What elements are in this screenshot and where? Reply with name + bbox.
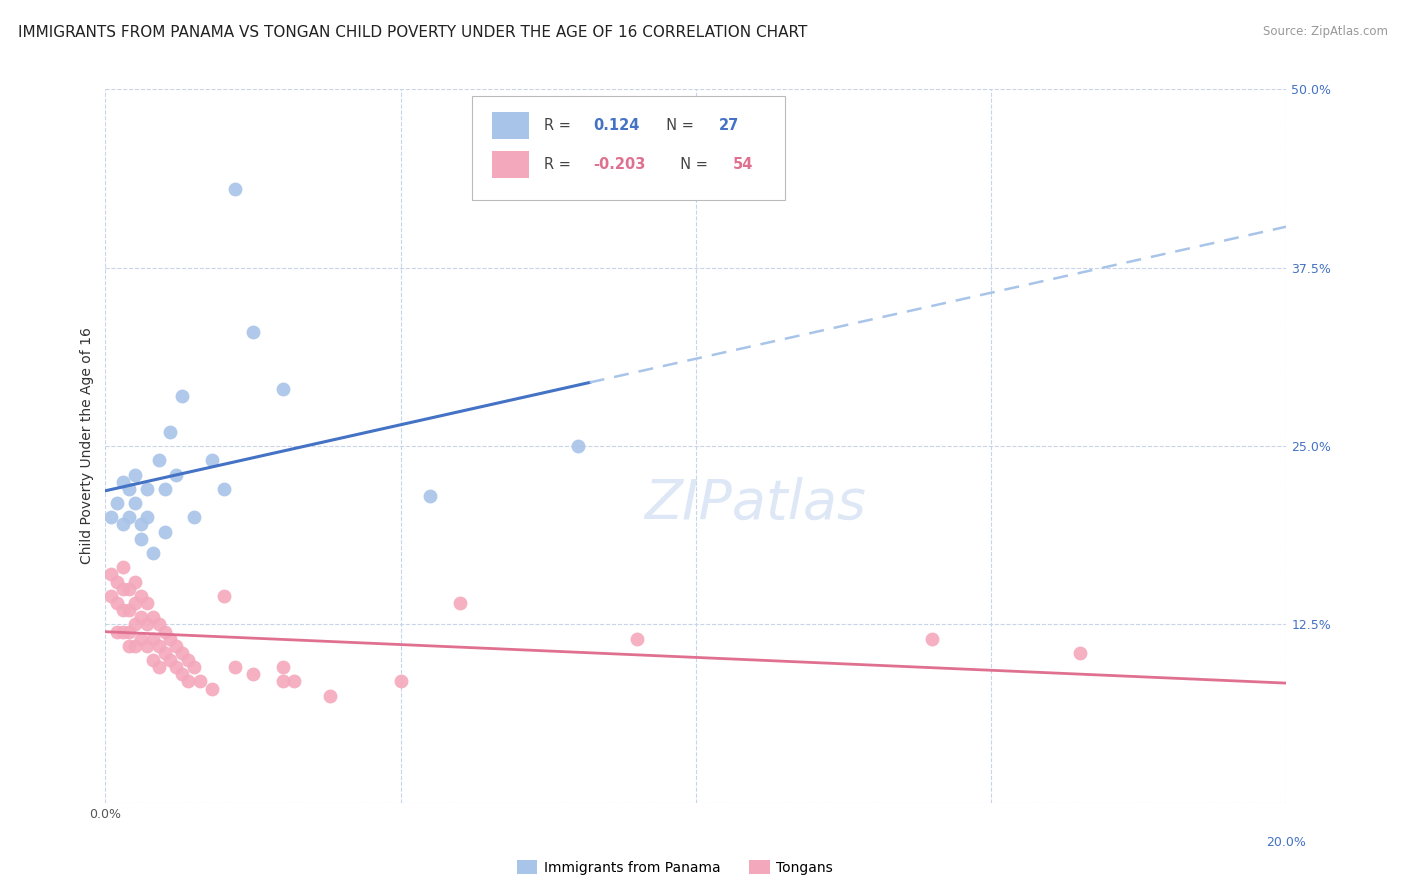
Point (419, 489, 441, 503)
Point (135, 482, 157, 496)
Point (626, 632, 648, 646)
Point (124, 617, 146, 632)
Point (159, 425, 181, 439)
Point (212, 482, 235, 496)
Point (271, 382, 294, 396)
Text: -0.203: -0.203 (593, 157, 645, 171)
Text: 54: 54 (733, 157, 754, 171)
Point (142, 610, 165, 624)
Point (153, 524, 176, 539)
Point (135, 596, 157, 610)
Point (135, 617, 157, 632)
Point (183, 510, 205, 524)
Point (118, 624, 141, 639)
Point (212, 589, 235, 603)
Point (124, 596, 146, 610)
Point (148, 617, 170, 632)
Point (567, 439, 589, 453)
Point (283, 674, 305, 689)
Point (449, 596, 471, 610)
Point (129, 632, 152, 646)
Point (159, 632, 181, 646)
Point (105, 574, 128, 589)
Point (159, 653, 181, 667)
Point (112, 603, 135, 617)
Point (201, 453, 224, 467)
Text: R =: R = (544, 118, 575, 133)
Point (148, 660, 170, 674)
Point (242, 667, 264, 681)
Point (165, 660, 187, 674)
Point (188, 674, 211, 689)
FancyBboxPatch shape (471, 96, 785, 200)
Point (142, 632, 165, 646)
Text: N =: N = (657, 118, 699, 133)
Point (148, 639, 170, 653)
Point (112, 475, 135, 489)
Point (271, 674, 294, 689)
Point (112, 624, 135, 639)
Point (135, 639, 157, 653)
FancyBboxPatch shape (492, 112, 530, 139)
Point (271, 660, 294, 674)
Text: Source: ZipAtlas.com: Source: ZipAtlas.com (1263, 25, 1388, 38)
Point (105, 624, 128, 639)
Text: 27: 27 (718, 118, 738, 133)
Point (124, 639, 146, 653)
Point (224, 660, 246, 674)
Point (148, 453, 170, 467)
Point (105, 596, 128, 610)
Point (124, 574, 146, 589)
Text: R =: R = (544, 157, 575, 171)
Point (129, 589, 152, 603)
Text: ZIPatlas: ZIPatlas (644, 476, 866, 530)
FancyBboxPatch shape (492, 152, 530, 178)
Point (142, 546, 165, 560)
Point (118, 639, 141, 653)
Point (112, 517, 135, 532)
Point (172, 389, 194, 403)
Point (118, 603, 141, 617)
Text: 0.124: 0.124 (593, 118, 640, 133)
Point (921, 632, 943, 646)
Point (165, 639, 187, 653)
Point (153, 624, 176, 639)
Point (129, 532, 152, 546)
Point (183, 660, 205, 674)
Point (153, 646, 176, 660)
Point (172, 667, 194, 681)
Point (319, 689, 342, 703)
Point (142, 653, 165, 667)
Point (389, 674, 412, 689)
Text: IMMIGRANTS FROM PANAMA VS TONGAN CHILD POVERTY UNDER THE AGE OF 16 CORRELATION C: IMMIGRANTS FROM PANAMA VS TONGAN CHILD P… (18, 25, 807, 40)
Point (105, 496, 128, 510)
Point (129, 610, 152, 624)
Point (201, 681, 224, 696)
Point (177, 653, 200, 667)
Point (118, 510, 141, 524)
Point (118, 582, 141, 596)
Point (1069, 646, 1091, 660)
Text: 20.0%: 20.0% (1267, 837, 1306, 849)
Point (172, 646, 194, 660)
Point (224, 182, 246, 196)
Point (177, 674, 200, 689)
Point (112, 560, 135, 574)
Point (129, 517, 152, 532)
Legend: Immigrants from Panama, Tongans: Immigrants from Panama, Tongans (510, 855, 839, 880)
Point (135, 510, 157, 524)
Point (124, 496, 146, 510)
Point (100, 510, 122, 524)
Point (118, 482, 141, 496)
Y-axis label: Child Poverty Under the Age of 16: Child Poverty Under the Age of 16 (80, 327, 94, 565)
Text: N =: N = (671, 157, 713, 171)
Point (165, 467, 187, 482)
Point (124, 467, 146, 482)
Point (100, 567, 122, 582)
Point (100, 589, 122, 603)
Point (153, 482, 176, 496)
Point (112, 582, 135, 596)
Point (242, 325, 264, 339)
